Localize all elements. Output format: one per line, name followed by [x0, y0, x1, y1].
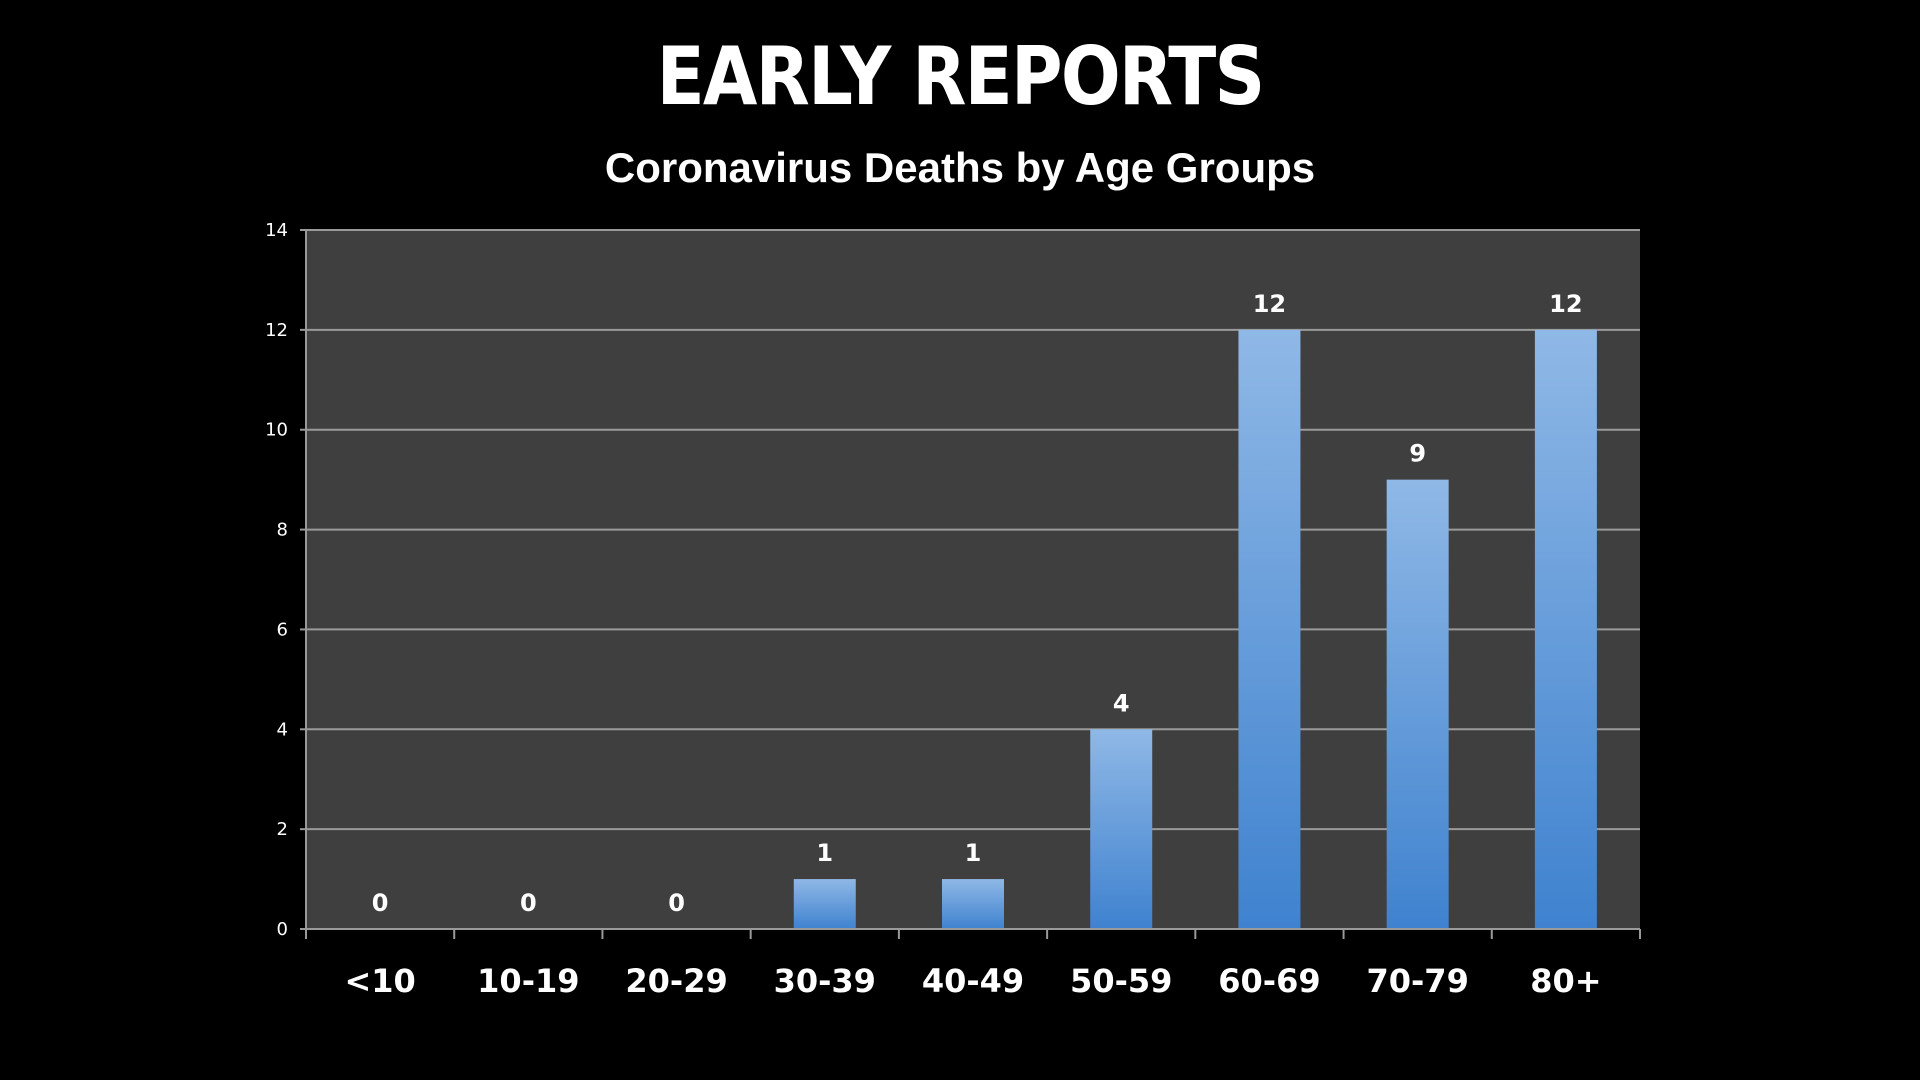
category-label: 70-79: [1366, 962, 1468, 1000]
category-label: 40-49: [922, 962, 1024, 1000]
data-label: 9: [1409, 440, 1426, 468]
category-label: 30-39: [774, 962, 876, 1000]
y-tick-label: 12: [265, 320, 288, 341]
data-label: 0: [668, 889, 685, 917]
category-label: 80+: [1530, 962, 1601, 1000]
y-tick-label: 4: [277, 719, 288, 740]
y-tick-label: 14: [265, 220, 288, 241]
chart-title: EARLY REPORTS: [656, 30, 1266, 123]
chart-subtitle: Coronavirus Deaths by Age Groups: [604, 144, 1316, 191]
data-label: 12: [1253, 290, 1286, 318]
bar-80+: [1534, 329, 1597, 929]
data-label: 12: [1549, 290, 1582, 318]
category-label: 20-29: [625, 962, 727, 1000]
bar-40-49: [942, 879, 1004, 929]
y-tick-label: 6: [277, 619, 288, 640]
data-label: 1: [965, 839, 982, 867]
bars: [793, 329, 1597, 929]
bar-30-39: [793, 879, 856, 929]
data-label: 4: [1113, 689, 1130, 717]
y-tick-label: 10: [265, 420, 288, 441]
axes: [300, 229, 1641, 939]
data-label: 0: [520, 889, 537, 917]
bar-70-79: [1386, 479, 1449, 929]
y-tick-label: 2: [277, 819, 288, 840]
category-label: 50-59: [1070, 962, 1172, 1000]
y-tick-label: 0: [277, 919, 288, 940]
category-label: 10-19: [477, 962, 579, 1000]
bar-60-69: [1238, 329, 1301, 929]
data-label: 1: [816, 839, 833, 867]
data-label: 0: [372, 889, 389, 917]
bar-50-59: [1090, 729, 1153, 929]
y-tick-label: 8: [277, 520, 288, 541]
category-label: 60-69: [1218, 962, 1320, 1000]
labels: 0 2 4 6 8 10 12 14 0 <10 0 10-19 0 20-29 1 30-39 1 40-49 4…: [265, 220, 1601, 1000]
category-label: <10: [344, 962, 415, 1000]
